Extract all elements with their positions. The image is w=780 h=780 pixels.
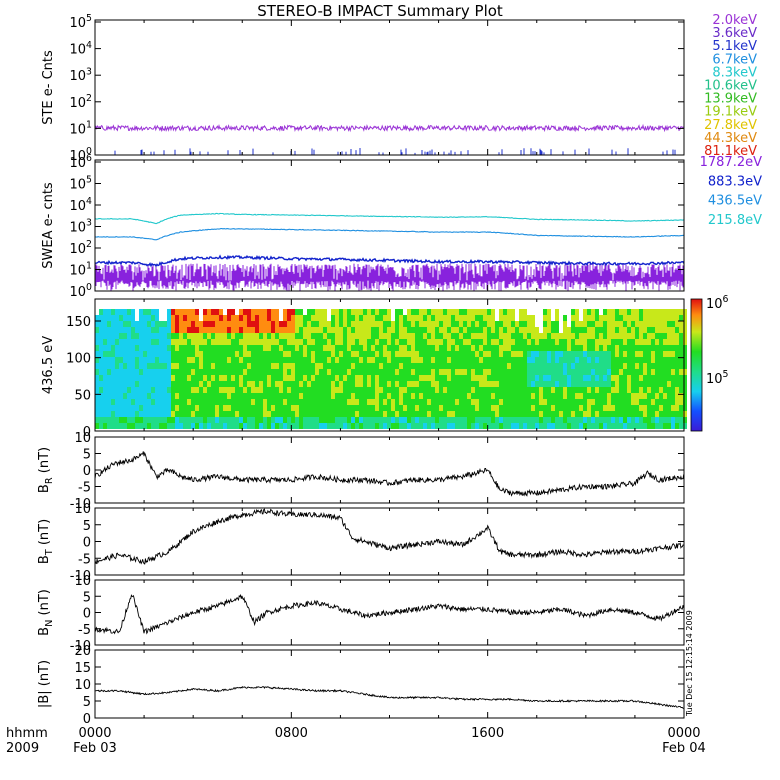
br-ytick-label: 5 — [83, 448, 91, 463]
br-ytick-label: 10 — [74, 431, 91, 446]
bt-ytick-label: 10 — [74, 502, 91, 517]
bn-series-line — [94, 593, 685, 635]
legend-ste-item: 5.1keV — [712, 39, 757, 54]
data-layer — [94, 123, 687, 709]
bn-ytick-label: 10 — [74, 574, 91, 589]
legend-swea-item: 1787.2eV — [700, 155, 762, 170]
legend-ste-item: 2.0keV — [712, 13, 757, 28]
legend-ste-item: 19.1keV — [704, 105, 757, 120]
legend-ste-item: 6.7keV — [712, 52, 757, 67]
legend-ste-item: 81.1keV — [704, 144, 757, 159]
swea-ylabel: SWEA e- cnts — [41, 182, 56, 269]
bmag-ytick-label: 0 — [83, 712, 91, 727]
legend-ste-item: 13.9keV — [704, 92, 757, 107]
swea-series-215.8eV — [94, 212, 685, 225]
legend-swea-item: 883.3eV — [708, 174, 762, 189]
time-corner-top: hhmm — [6, 726, 48, 741]
time-tick-date: Feb 03 — [73, 741, 117, 756]
pad-heatmap-cells — [95, 309, 687, 429]
bt-series-line — [94, 508, 684, 565]
bt-ytick-label: 0 — [83, 536, 91, 551]
br-frame — [94, 436, 685, 504]
legend-swea-item: 215.8eV — [708, 213, 762, 228]
pad-ytick-label: 100 — [66, 352, 91, 367]
swea-ytick-label: 106 — [70, 153, 93, 171]
br-ytick-label: 0 — [83, 464, 91, 479]
bmag-ylabel: |B| (nT) — [37, 660, 52, 708]
bn-ytick-label: -10 — [70, 639, 91, 654]
ste-ytick-label: 104 — [70, 40, 93, 58]
ste-series-3.6keV — [114, 148, 676, 155]
legend-ste-item: 8.3keV — [712, 65, 757, 80]
br-ytick-label: -10 — [70, 497, 91, 512]
time-tick-label: 0000 — [78, 726, 111, 741]
ste-ytick-label: 100 — [70, 146, 93, 164]
br-ylabel: BR (nT) — [37, 447, 55, 493]
timestamp-stamp: Tue Dec 15 12:15:14 2009 — [685, 610, 694, 717]
ste-ylabel: STE e- Cnts — [41, 50, 56, 125]
bt-ylabel: BT (nT) — [37, 519, 55, 564]
legend-ste-item: 44.3keV — [704, 131, 757, 146]
bmag-frame — [94, 649, 685, 719]
ste-series-2.0keV — [94, 123, 684, 133]
swea-series-436.5eV — [94, 228, 685, 241]
time-tick-label: 0000 — [667, 726, 700, 741]
bt-ytick-label: -10 — [70, 569, 91, 584]
bmag-ytick-label: 5 — [83, 695, 91, 710]
bn-ytick-label: -5 — [78, 623, 91, 638]
ste-frame — [94, 19, 685, 156]
pad-ylabel: 436.5 eV — [41, 336, 56, 394]
ste-ytick-label: 101 — [70, 120, 93, 138]
time-tick-label: 0800 — [275, 726, 308, 741]
swea-series-883.3eV — [94, 254, 685, 268]
swea-ytick-label: 100 — [70, 282, 93, 300]
legend-swea-item: 436.5eV — [708, 194, 762, 209]
pad-ytick-label: 150 — [66, 315, 91, 330]
bn-ytick-label: 0 — [83, 607, 91, 622]
bmag-ytick-label: 10 — [74, 678, 91, 693]
frames-layer — [94, 19, 703, 719]
pad-ytick-label: 50 — [74, 388, 91, 403]
bmag-ytick-label: 15 — [74, 661, 91, 676]
time-corner-bottom: 2009 — [6, 741, 39, 756]
time-tick-date: Feb 04 — [662, 741, 706, 756]
colorbar-tick-label: 105 — [706, 369, 729, 387]
bt-frame — [94, 507, 685, 576]
swea-ytick-label: 104 — [70, 196, 93, 214]
ste-ytick-label: 105 — [70, 13, 93, 31]
legend-ste-item: 10.6keV — [704, 79, 757, 94]
bn-ytick-label: 5 — [83, 590, 91, 605]
plot-title: STEREO-B IMPACT Summary Plot — [257, 2, 503, 20]
bt-ytick-label: -5 — [78, 552, 91, 567]
swea-ytick-label: 102 — [70, 239, 93, 257]
legend-ste-item: 27.8keV — [704, 118, 757, 133]
swea-ytick-label: 101 — [70, 261, 93, 279]
legend-ste-item: 3.6keV — [712, 26, 757, 41]
swea-ytick-label: 105 — [70, 175, 93, 193]
swea-series-1787.2eV — [94, 263, 685, 291]
br-ytick-label: -5 — [78, 481, 91, 496]
colorbar-tick-label: 106 — [706, 294, 729, 312]
time-tick-label: 1600 — [471, 726, 504, 741]
br-series-line — [94, 451, 685, 497]
pad-ytick-label: 0 — [83, 425, 91, 440]
swea-ytick-label: 103 — [70, 218, 93, 236]
bn-ylabel: BN (nT) — [37, 589, 55, 636]
pad-colorbar — [690, 298, 703, 432]
bmag-series-line — [94, 686, 684, 709]
ste-ytick-label: 103 — [70, 66, 93, 84]
bmag-ytick-label: 20 — [74, 644, 91, 659]
bt-ytick-label: 5 — [83, 519, 91, 534]
ste-ytick-label: 102 — [70, 93, 93, 111]
